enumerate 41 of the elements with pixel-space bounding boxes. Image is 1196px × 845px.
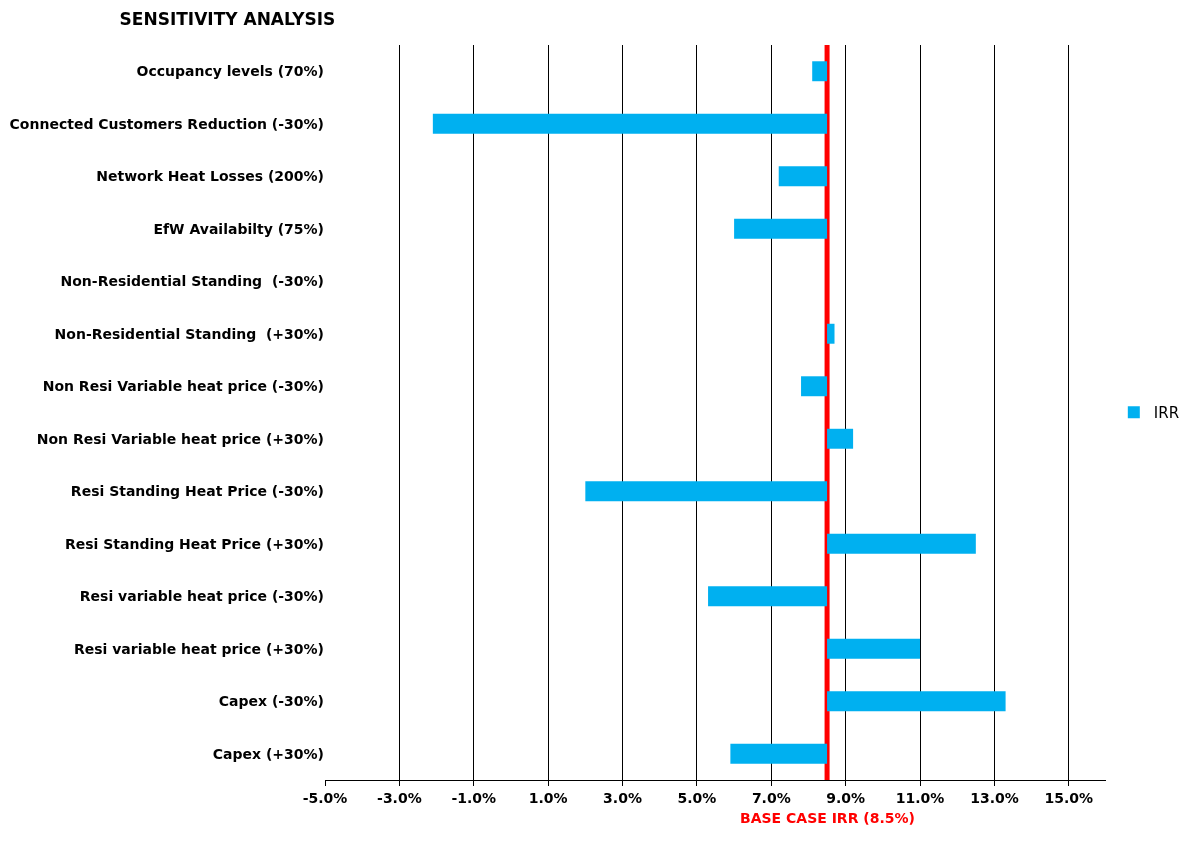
bar — [730, 743, 828, 764]
y-tick-label: Capex (-30%) — [218, 693, 324, 710]
x-tick-label: -1.0% — [451, 789, 497, 806]
x-tick-label: 11.0% — [895, 789, 945, 806]
y-tick-label: Resi Standing Heat Price (-30%) — [70, 483, 324, 500]
y-tick-label: Occupancy levels (70%) — [136, 63, 324, 80]
bar — [827, 638, 921, 659]
y-tick-label: Network Heat Losses (200%) — [96, 168, 324, 185]
bar — [827, 323, 835, 344]
legend-label: IRR — [1153, 404, 1180, 423]
ref-line-label: BASE CASE IRR (8.5%) — [740, 810, 915, 826]
bar — [812, 61, 828, 82]
bar — [734, 218, 828, 239]
y-tick-label: Resi variable heat price (-30%) — [79, 588, 324, 605]
x-tick-label: 1.0% — [528, 789, 568, 806]
x-tick-label: 13.0% — [970, 789, 1019, 806]
bar — [585, 481, 828, 502]
bar — [801, 376, 828, 397]
y-tick-label: Non Resi Variable heat price (-30%) — [42, 378, 324, 395]
x-tick-label: -3.0% — [377, 789, 422, 806]
y-tick-label: Non-Residential Standing (-30%) — [60, 273, 324, 290]
x-tick-label: 15.0% — [1044, 789, 1094, 806]
bar — [432, 113, 828, 134]
bar — [827, 533, 976, 554]
chart-title: SENSITIVITY ANALYSIS — [119, 8, 336, 29]
y-tick-label: Resi Standing Heat Price (+30%) — [64, 535, 324, 552]
bar — [778, 166, 828, 187]
y-tick-label: Resi variable heat price (+30%) — [73, 640, 324, 657]
x-tick-label: 5.0% — [677, 789, 717, 806]
y-tick-label: EfW Availabilty (75%) — [153, 220, 324, 237]
y-tick-label: Non-Residential Standing (+30%) — [54, 325, 324, 342]
y-tick-label: Connected Customers Reduction (-30%) — [9, 115, 324, 132]
y-tick-label: Non Resi Variable heat price (+30%) — [36, 430, 324, 447]
bar — [708, 586, 828, 607]
x-tick-label: 3.0% — [603, 789, 642, 806]
bar — [827, 691, 1006, 712]
x-tick-label: 9.0% — [826, 789, 866, 806]
bar — [827, 428, 854, 449]
y-tick-label: Capex (+30%) — [212, 745, 324, 762]
x-tick-label: -5.0% — [302, 789, 348, 806]
x-tick-label: 7.0% — [751, 789, 791, 806]
